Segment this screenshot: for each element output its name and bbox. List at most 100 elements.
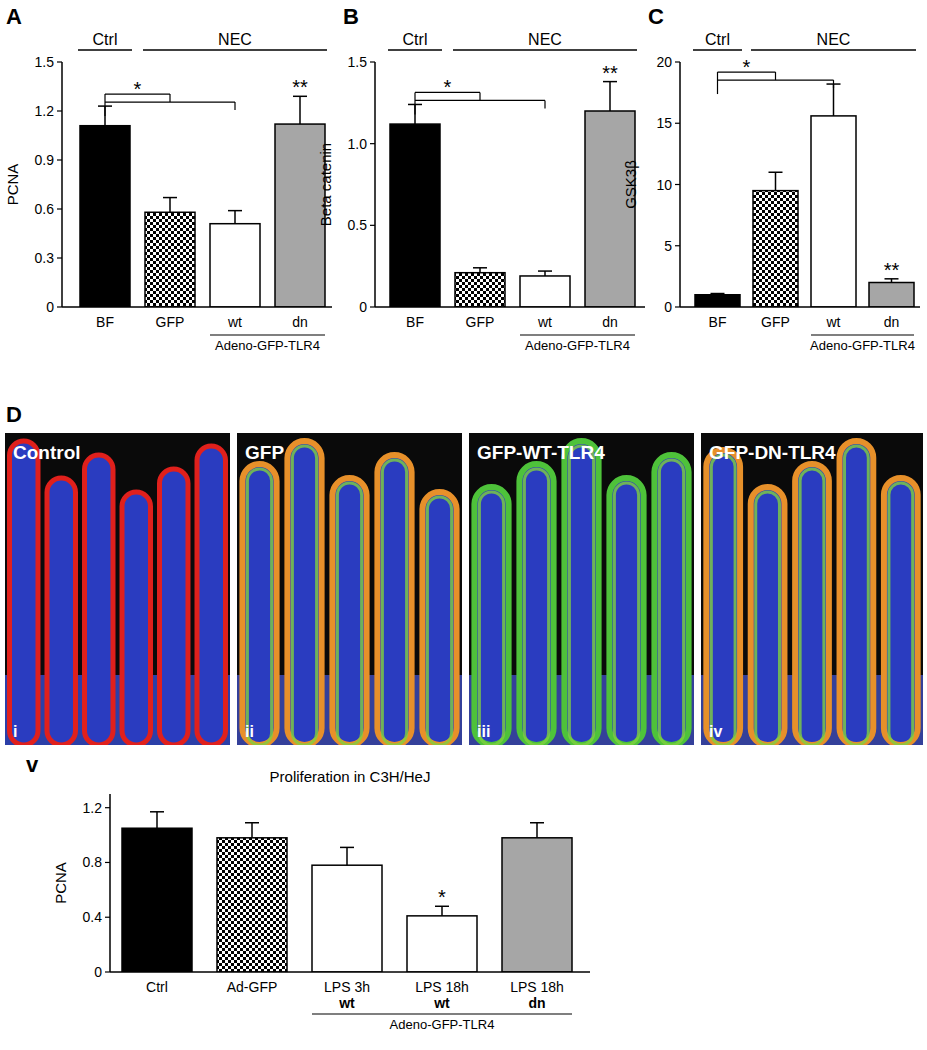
group-line <box>388 49 442 51</box>
villus-inner <box>659 460 683 745</box>
villus-inner <box>800 469 824 745</box>
villus-inner <box>337 483 361 745</box>
error-bar <box>228 211 242 224</box>
group-label: Ctrl <box>93 31 118 48</box>
error-stem <box>775 172 777 190</box>
x-sub-label: wt <box>338 995 355 1011</box>
micrograph: Controli <box>5 433 230 745</box>
x-tick-label: LPS 18h <box>415 979 469 995</box>
bracket <box>105 101 235 102</box>
group-label: Adeno-GFP-TLR4 <box>525 338 630 353</box>
panel-letter: v <box>26 752 39 777</box>
bracket <box>833 80 834 88</box>
y-tick <box>675 306 680 307</box>
group-label: Adeno-GFP-TLR4 <box>215 338 320 353</box>
y-tick-label: 15 <box>656 115 672 131</box>
y-tick-label: 0.4 <box>83 909 103 925</box>
panel-letter: C <box>648 4 664 29</box>
error-cap <box>711 293 725 295</box>
group-line <box>693 49 742 51</box>
x-tick-label: Ad-GFP <box>227 979 278 995</box>
y-tick <box>57 159 62 160</box>
significance: * <box>438 886 446 908</box>
x-axis-line <box>110 971 590 973</box>
bar <box>520 276 570 307</box>
image-bg <box>5 433 230 745</box>
y-tick-label: 0.6 <box>35 201 55 217</box>
x-axis-line <box>680 306 920 308</box>
villus <box>10 441 39 745</box>
image-bg <box>701 433 923 745</box>
y-tick <box>57 110 62 111</box>
error-bar <box>827 84 841 116</box>
x-tick-label: Ctrl <box>146 979 168 995</box>
error-bar <box>538 271 552 276</box>
y-tick <box>675 61 680 62</box>
x-tick-label: LPS 18h <box>510 979 564 995</box>
villus-inner <box>524 469 548 745</box>
error-bar <box>473 268 487 273</box>
micrograph: GFPii <box>237 433 462 745</box>
bars <box>122 812 572 972</box>
y-tick <box>57 306 62 307</box>
error-bar <box>603 82 617 111</box>
villus-inner <box>614 483 638 745</box>
error-cap <box>245 822 259 824</box>
y-tick <box>370 143 375 144</box>
y-tick-label: 0 <box>46 299 54 315</box>
significance: * <box>743 56 751 78</box>
y-tick <box>57 208 62 209</box>
panel-letter: A <box>6 4 22 29</box>
villus <box>751 487 785 745</box>
bracket <box>414 92 415 114</box>
bar <box>80 126 130 307</box>
group-label: Ctrl <box>403 31 428 48</box>
image-label: GFP-WT-TLR4 <box>477 442 605 463</box>
villus <box>47 478 76 745</box>
bar-chart: vProliferation in C3H/HeJPCNA00.40.81.2C… <box>26 752 590 1032</box>
villus <box>122 492 151 745</box>
villus <box>85 455 114 745</box>
y-tick-label: 1.5 <box>348 54 368 70</box>
y-tick-label: 1.2 <box>35 103 55 119</box>
bracket <box>775 72 776 80</box>
image-bg <box>469 433 694 745</box>
x-axis-line <box>375 306 645 308</box>
y-tick-label: 1.2 <box>83 800 103 816</box>
error-bar <box>711 294 725 295</box>
bar-chart: APCNA00.30.60.91.21.5BFGFPwtdnAdeno-GFP-… <box>4 4 332 353</box>
villus <box>564 441 598 745</box>
bar <box>695 295 740 307</box>
group-line <box>210 334 325 335</box>
bracket <box>415 100 545 101</box>
error-cap <box>228 210 242 212</box>
villus <box>609 478 643 745</box>
panel-letter: B <box>343 4 359 29</box>
significance: ** <box>602 62 618 84</box>
villus-inner <box>479 492 503 745</box>
y-axis-label: Beta catenin <box>317 143 334 226</box>
y-tick-label: 0 <box>94 964 102 980</box>
x-tick-label: BF <box>406 314 424 330</box>
image-numeral: iii <box>477 723 490 740</box>
bracket <box>104 94 105 116</box>
villus <box>474 487 508 745</box>
error-bar <box>530 823 544 838</box>
x-tick-label: wt <box>537 314 552 330</box>
villus <box>422 492 456 745</box>
error-bar <box>769 172 783 190</box>
y-tick-label: 10 <box>656 177 672 193</box>
bars <box>390 82 635 307</box>
villus-inner <box>382 460 406 745</box>
x-tick-label: dn <box>602 314 618 330</box>
bar-chart: CGSK3β05101520BFGFPwtdnAdeno-GFP-TLR4Ctr… <box>622 4 920 353</box>
image-numeral: iv <box>709 723 722 740</box>
x-tick-label: GFP <box>761 314 790 330</box>
villus <box>197 446 226 745</box>
y-axis-line <box>374 62 376 307</box>
y-tick <box>675 184 680 185</box>
image-numeral: i <box>13 723 17 740</box>
y-tick <box>370 61 375 62</box>
y-tick <box>675 123 680 124</box>
bar <box>811 116 856 307</box>
